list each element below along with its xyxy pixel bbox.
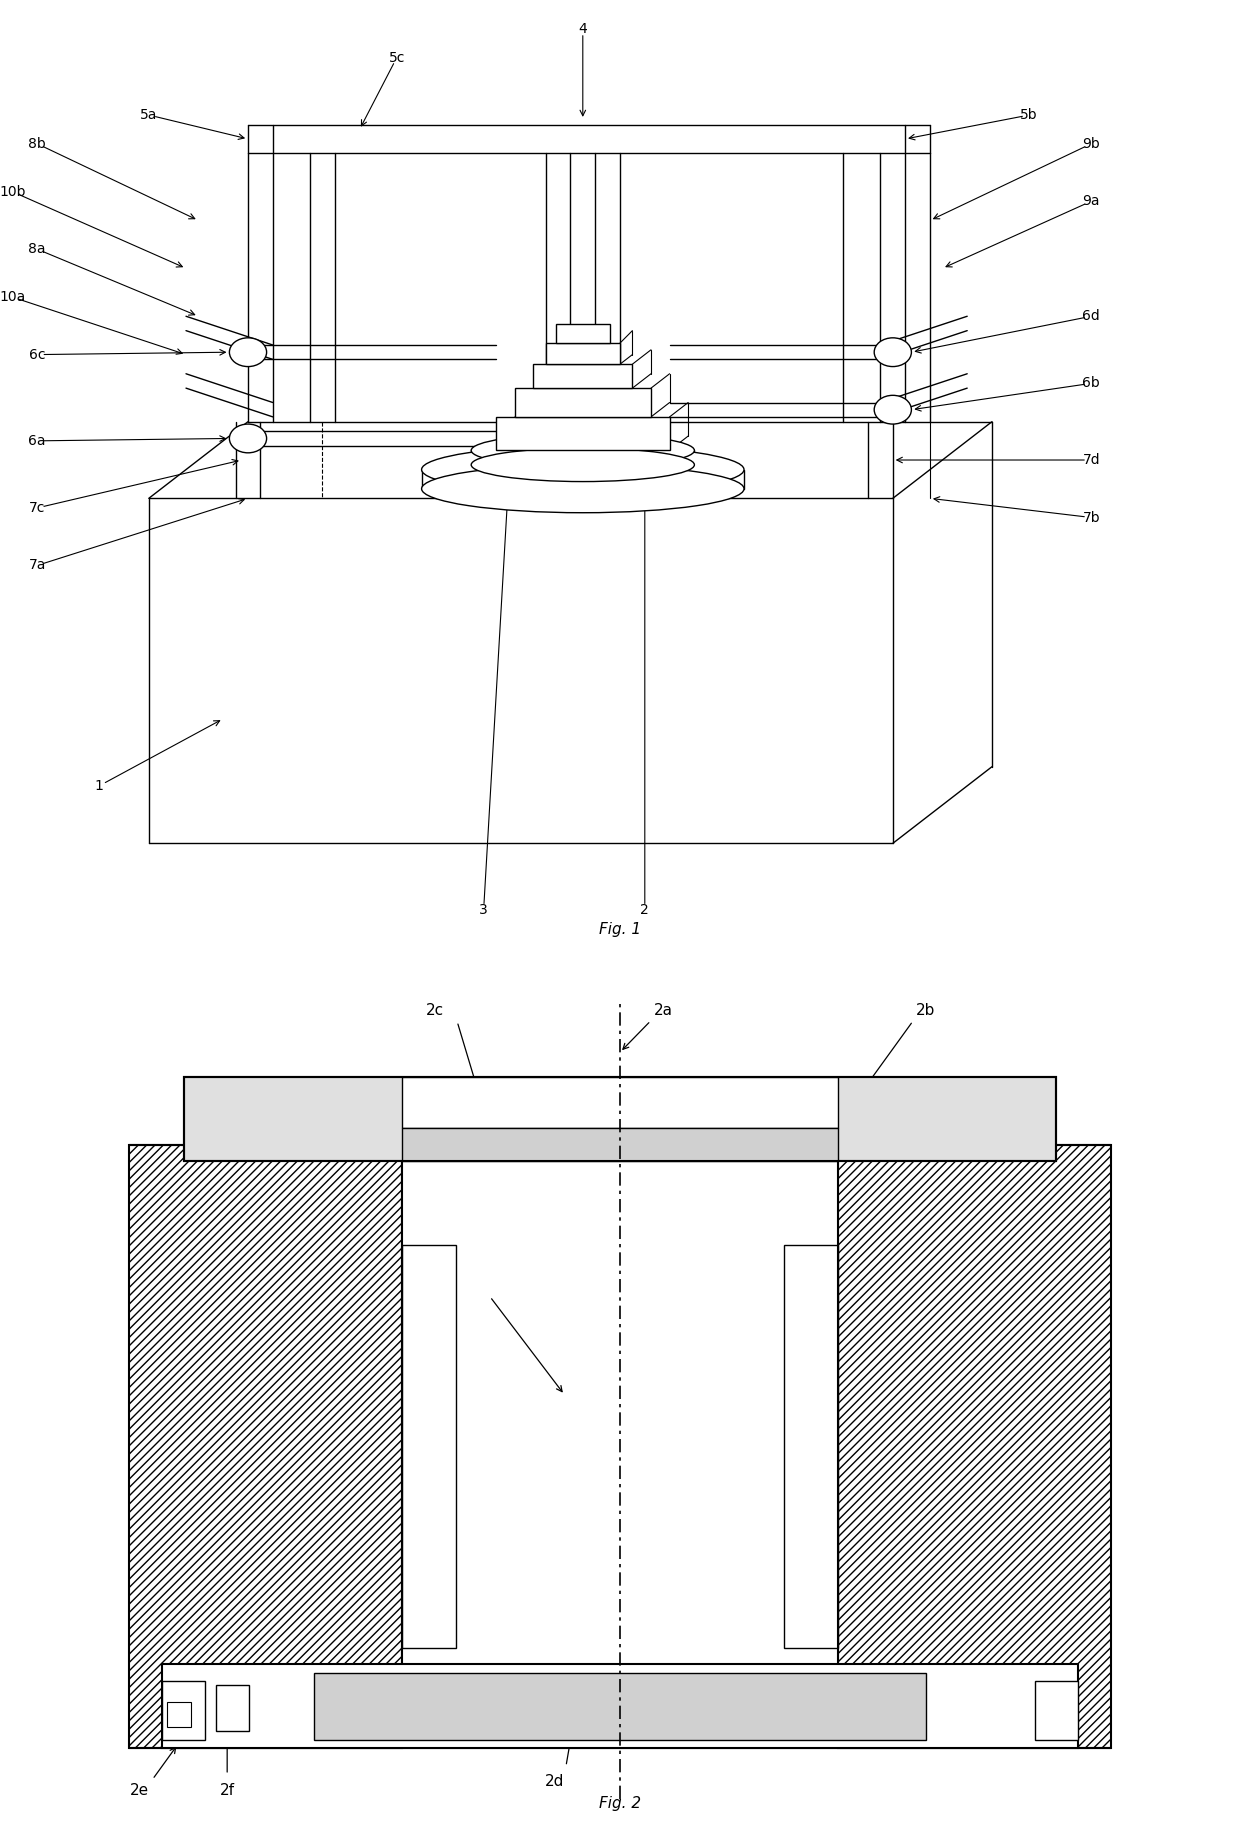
Text: 5a: 5a — [140, 109, 157, 122]
Bar — [184, 1078, 1056, 1161]
Text: 5c: 5c — [388, 50, 405, 65]
Bar — [402, 1128, 838, 1161]
Text: 10a: 10a — [0, 289, 26, 304]
Text: 8a: 8a — [29, 241, 46, 256]
Circle shape — [229, 424, 267, 453]
Text: Fig. 2: Fig. 2 — [599, 1797, 641, 1812]
Bar — [533, 365, 632, 389]
Text: 6b: 6b — [1083, 376, 1100, 391]
Text: 10b: 10b — [0, 184, 26, 199]
Circle shape — [874, 396, 911, 424]
Text: 2f: 2f — [219, 1782, 234, 1797]
Circle shape — [229, 337, 267, 367]
Text: 2d: 2d — [544, 1775, 564, 1790]
Bar — [838, 1145, 1111, 1749]
Bar — [129, 1145, 402, 1749]
Text: 9b: 9b — [1083, 136, 1100, 151]
Text: 5b: 5b — [1021, 109, 1038, 122]
Text: 9a: 9a — [1083, 194, 1100, 208]
Ellipse shape — [471, 448, 694, 481]
Text: 6d: 6d — [1083, 310, 1100, 323]
Bar — [161, 1681, 206, 1740]
Text: 8b: 8b — [29, 136, 46, 151]
Text: 7a: 7a — [29, 558, 46, 573]
Ellipse shape — [422, 464, 744, 512]
Text: 7b: 7b — [1083, 511, 1100, 525]
Text: 7c: 7c — [29, 501, 46, 514]
Bar — [546, 343, 620, 365]
Bar — [1034, 1681, 1079, 1740]
Circle shape — [874, 337, 911, 367]
Text: 2b: 2b — [916, 1003, 935, 1017]
Text: 1: 1 — [94, 780, 104, 792]
Bar — [167, 1703, 191, 1727]
Bar — [402, 1145, 838, 1749]
Bar — [496, 417, 670, 450]
Bar — [315, 1673, 925, 1740]
Bar — [784, 1246, 838, 1648]
Text: 4: 4 — [578, 22, 588, 35]
Text: 2e: 2e — [130, 1782, 150, 1797]
Text: Fig. 1: Fig. 1 — [599, 922, 641, 936]
Bar — [556, 324, 610, 343]
Text: 6a: 6a — [29, 433, 46, 448]
Text: 2: 2 — [640, 903, 650, 918]
Bar — [402, 1078, 838, 1128]
Bar — [161, 1664, 1079, 1749]
Bar — [402, 1246, 456, 1648]
Ellipse shape — [422, 446, 744, 494]
Bar — [515, 389, 651, 417]
Text: 3: 3 — [479, 903, 489, 918]
Bar — [184, 1078, 1056, 1161]
Text: 2c: 2c — [425, 1003, 444, 1017]
Text: 7d: 7d — [1083, 453, 1100, 466]
Text: 6c: 6c — [29, 348, 46, 361]
Bar — [216, 1685, 249, 1732]
Ellipse shape — [471, 433, 694, 468]
Text: 2a: 2a — [655, 1003, 673, 1017]
